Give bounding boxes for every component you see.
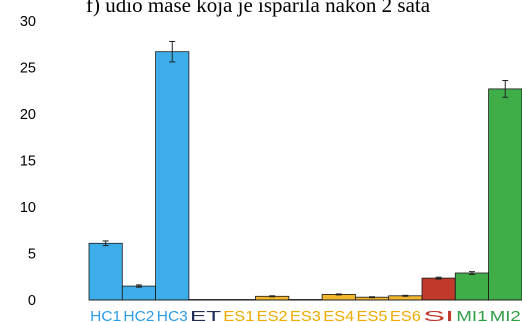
x-tick-label: ES6: [390, 309, 421, 322]
x-tick-label: HC1: [90, 309, 121, 322]
x-tick-label: MI1: [456, 309, 487, 322]
bar-hc2: [121, 285, 157, 301]
x-tick-label: ET: [190, 309, 221, 322]
y-tick-label: 10: [20, 200, 36, 216]
bar-mi1: [454, 272, 489, 301]
x-tick-label: ES2: [257, 309, 288, 322]
bar-mi2: [488, 88, 522, 301]
x-tick-label: ES1: [223, 309, 254, 322]
bar-hc3: [155, 51, 190, 301]
y-tick-label: 30: [20, 14, 36, 30]
chart-title: f) udio mase koja je isparila nakon 2 sa…: [86, 0, 431, 17]
x-tick-label: HC3: [157, 309, 188, 322]
x-tick-label: SI: [423, 309, 454, 322]
bar-hc1: [88, 242, 123, 301]
x-tick-label: HC2: [123, 309, 154, 322]
x-tick-label: MI2: [490, 309, 521, 322]
x-tick-label: ES3: [290, 309, 321, 322]
y-tick-label: 5: [28, 247, 36, 263]
y-tick-label: 15: [20, 154, 36, 170]
y-tick-label: 25: [20, 61, 36, 77]
y-tick-label: 0: [28, 293, 36, 309]
x-tick-label: ES5: [357, 309, 388, 322]
y-tick-label: 20: [20, 107, 36, 123]
bar-si: [421, 277, 456, 301]
x-tick-label: ES4: [323, 309, 354, 322]
